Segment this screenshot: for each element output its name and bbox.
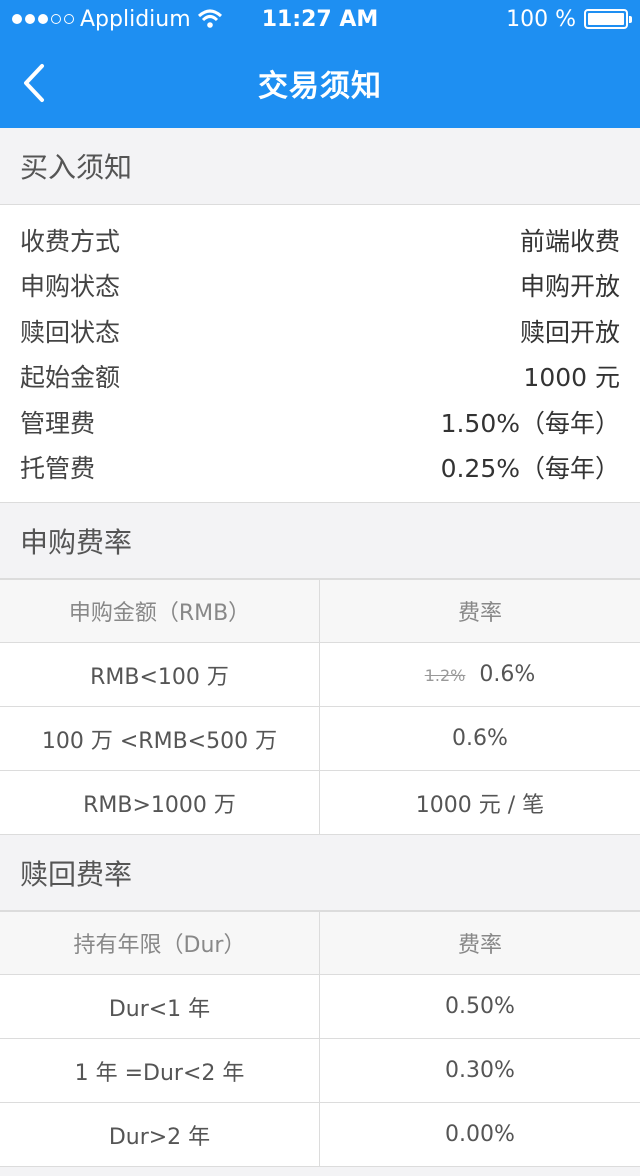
info-row-purchase-status: 申购状态 申购开放 — [20, 263, 620, 309]
info-value: 0.25%（每年） — [440, 454, 620, 484]
navigation-bar: 交易须知 — [0, 38, 640, 128]
info-label: 申购状态 — [20, 272, 121, 302]
column-header: 费率 — [319, 579, 640, 643]
amount-cell: 100 万 <RMB<500 万 — [0, 706, 320, 771]
table-header-row: 持有年限（Dur） 费率 — [0, 911, 640, 975]
rate-cell: 0.50% — [319, 974, 640, 1039]
buy-notice-list: 收费方式 前端收费 申购状态 申购开放 赎回状态 赎回开放 起始金额 1000 … — [0, 205, 640, 503]
info-label: 收费方式 — [20, 226, 121, 256]
amount-cell: RMB<100 万 — [0, 642, 320, 707]
signal-strength-icon — [12, 14, 74, 24]
rate-cell: 0.30% — [319, 1038, 640, 1103]
duration-cell: Dur>2 年 — [0, 1102, 320, 1167]
rate-cell: 0.6% — [319, 706, 640, 771]
info-value: 1.50%（每年） — [440, 408, 620, 438]
section-header-buy-notice: 买入须知 — [0, 128, 640, 205]
info-label: 管理费 — [20, 408, 96, 438]
page-title: 交易须知 — [258, 69, 382, 104]
info-label: 起始金额 — [20, 363, 121, 393]
purchase-rate-table: 申购金额（RMB） 费率 RMB<100 万 1.2% 0.6% 100 万 <R… — [0, 579, 640, 835]
table-row: 100 万 <RMB<500 万 0.6% — [0, 706, 640, 771]
info-row-redeem-status: 赎回状态 赎回开放 — [20, 308, 620, 354]
new-rate: 0.6% — [479, 662, 536, 687]
chevron-left-icon — [24, 64, 44, 102]
duration-cell: Dur<1 年 — [0, 974, 320, 1039]
info-value: 1000 元 — [523, 363, 620, 393]
carrier-name: Applidium — [80, 6, 191, 32]
section-header-redeem-rate: 赎回费率 — [0, 835, 640, 911]
info-row-fee-method: 收费方式 前端收费 — [20, 217, 620, 263]
info-row-management-fee: 管理费 1.50%（每年） — [20, 399, 620, 445]
column-header: 持有年限（Dur） — [0, 911, 320, 975]
rate-cell: 0.00% — [319, 1102, 640, 1167]
duration-cell: 1 年 =Dur<2 年 — [0, 1038, 320, 1103]
amount-cell: RMB>1000 万 — [0, 770, 320, 835]
section-header-purchase-rate: 申购费率 — [0, 503, 640, 579]
table-row: Dur>2 年 0.00% — [0, 1102, 640, 1167]
info-label: 赎回状态 — [20, 317, 121, 347]
table-row: 1 年 =Dur<2 年 0.30% — [0, 1038, 640, 1103]
table-row: RMB>1000 万 1000 元 / 笔 — [0, 770, 640, 835]
old-rate: 1.2% — [424, 666, 466, 685]
wifi-icon — [197, 9, 222, 28]
info-row-min-amount: 起始金额 1000 元 — [20, 354, 620, 400]
info-row-custody-fee: 托管费 0.25%（每年） — [20, 445, 620, 491]
back-button[interactable] — [14, 60, 54, 106]
table-header-row: 申购金额（RMB） 费率 — [0, 579, 640, 643]
info-value: 申购开放 — [519, 272, 620, 302]
table-row: Dur<1 年 0.50% — [0, 974, 640, 1039]
info-value: 赎回开放 — [519, 317, 620, 347]
rate-cell: 1000 元 / 笔 — [319, 770, 640, 835]
rate-cell: 1.2% 0.6% — [319, 642, 640, 707]
battery-percent: 100 % — [506, 6, 576, 32]
info-label: 托管费 — [20, 454, 96, 484]
redeem-rate-table: 持有年限（Dur） 费率 Dur<1 年 0.50% 1 年 =Dur<2 年 … — [0, 911, 640, 1167]
status-bar: Applidium 11:27 AM 100 % — [0, 0, 640, 38]
carrier-info: Applidium — [12, 7, 223, 32]
column-header: 申购金额（RMB） — [0, 579, 320, 643]
table-row: RMB<100 万 1.2% 0.6% — [0, 642, 640, 707]
info-value: 前端收费 — [519, 226, 620, 256]
column-header: 费率 — [319, 911, 640, 975]
battery-icon — [584, 9, 632, 29]
